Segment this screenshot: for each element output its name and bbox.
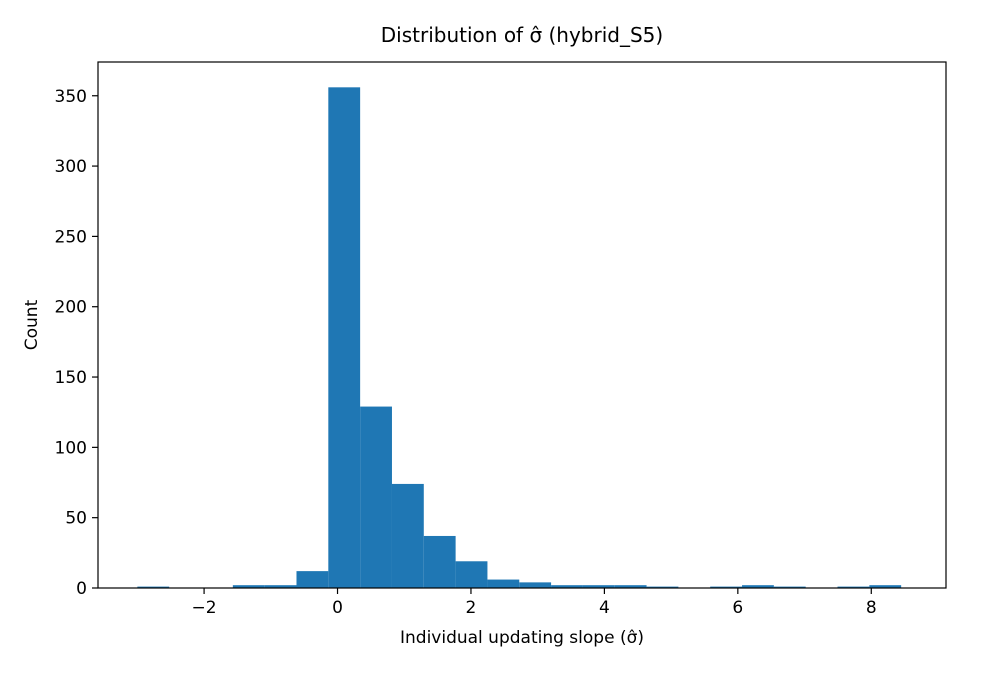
y-tick-label: 0 — [76, 579, 87, 599]
histogram-bar — [232, 585, 265, 588]
histogram-bar — [360, 406, 392, 588]
y-axis-ticks: 0 50 100 150 200 250 300 350 — [55, 87, 98, 599]
histogram-bar — [837, 586, 870, 588]
y-axis-label: Count — [22, 299, 42, 350]
histogram-bar — [391, 483, 424, 588]
histogram-bar — [773, 586, 806, 588]
x-axis-ticks: −2 0 2 4 6 8 — [192, 588, 877, 618]
histogram-bar — [423, 535, 456, 588]
y-tick-label: 150 — [55, 368, 87, 388]
histogram-bar — [455, 561, 488, 588]
histogram-bar — [264, 585, 297, 588]
histogram-bar — [137, 586, 170, 588]
histogram-bar — [646, 586, 679, 588]
histogram-bar — [614, 585, 647, 588]
y-tick-label: 250 — [55, 227, 87, 247]
histogram-bar — [582, 585, 615, 588]
bars-group — [137, 87, 902, 589]
histogram-bar — [519, 582, 552, 588]
x-tick-label: 8 — [866, 598, 877, 618]
histogram-bar — [869, 585, 902, 588]
histogram-bar — [551, 585, 583, 588]
y-tick-label: 350 — [55, 87, 87, 107]
histogram-bar — [710, 586, 743, 588]
x-tick-label: 6 — [732, 598, 743, 618]
y-tick-label: 300 — [55, 157, 87, 177]
x-tick-label: 4 — [599, 598, 610, 618]
histogram-bar — [742, 585, 774, 588]
histogram-bar — [296, 571, 329, 588]
histogram-bar — [487, 579, 520, 588]
x-tick-label: 2 — [466, 598, 477, 618]
histogram-bar — [328, 87, 361, 589]
chart-title: Distribution of σ̂ (hybrid_S5) — [381, 23, 663, 47]
x-axis-label: Individual updating slope (σ̂) — [400, 628, 644, 648]
y-tick-label: 100 — [55, 438, 87, 458]
x-tick-label: 0 — [332, 598, 343, 618]
plot-frame — [97, 61, 947, 589]
x-tick-label: −2 — [192, 598, 217, 618]
y-tick-label: 200 — [55, 298, 87, 318]
y-tick-label: 50 — [65, 509, 87, 529]
